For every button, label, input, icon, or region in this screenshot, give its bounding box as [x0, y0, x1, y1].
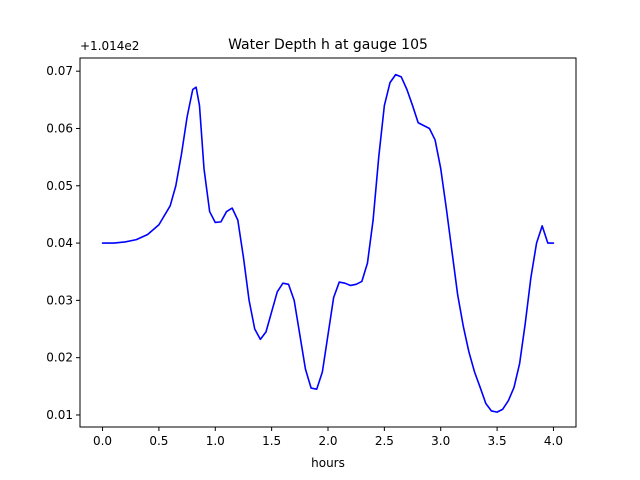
x-tick-label: 4.0 — [544, 434, 563, 448]
x-tick-label: 2.5 — [375, 434, 394, 448]
chart-title: Water Depth h at gauge 105 — [228, 37, 428, 53]
y-tick-label: 0.02 — [46, 351, 73, 365]
y-tick-label: 0.01 — [46, 408, 73, 422]
y-tick-label: 0.07 — [46, 64, 73, 78]
series-line-0 — [101, 73, 555, 413]
y-tick-label: 0.06 — [46, 121, 73, 135]
x-tick-label: 0.0 — [93, 434, 112, 448]
y-offset-label: +1.014e2 — [80, 39, 139, 53]
y-tick-label: 0.05 — [46, 179, 73, 193]
x-tick-label: 3.5 — [488, 434, 507, 448]
y-axis: 0.01 0.02 0.03 0.04 0.05 0.06 0.07 — [46, 64, 80, 422]
x-tick-label: 2.0 — [318, 434, 337, 448]
x-tick-label: 1.5 — [262, 434, 281, 448]
x-axis: 0.0 0.5 1.0 1.5 2.0 2.5 3.0 3.5 4.0 — [93, 427, 563, 448]
x-tick-label: 3.0 — [431, 434, 450, 448]
y-tick-label: 0.03 — [46, 293, 73, 307]
x-tick-label: 1.0 — [206, 434, 225, 448]
x-tick-label: 0.5 — [149, 434, 168, 448]
y-tick-label: 0.04 — [46, 236, 73, 250]
x-axis-label: hours — [311, 456, 345, 470]
